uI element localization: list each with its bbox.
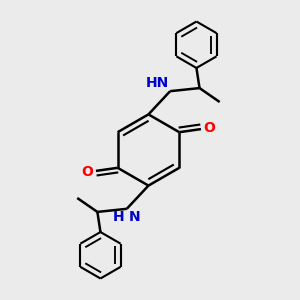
Text: N: N [128, 210, 140, 224]
Text: O: O [203, 121, 215, 135]
Text: H: H [113, 210, 124, 224]
Text: O: O [82, 165, 94, 179]
Text: HN: HN [145, 76, 169, 90]
